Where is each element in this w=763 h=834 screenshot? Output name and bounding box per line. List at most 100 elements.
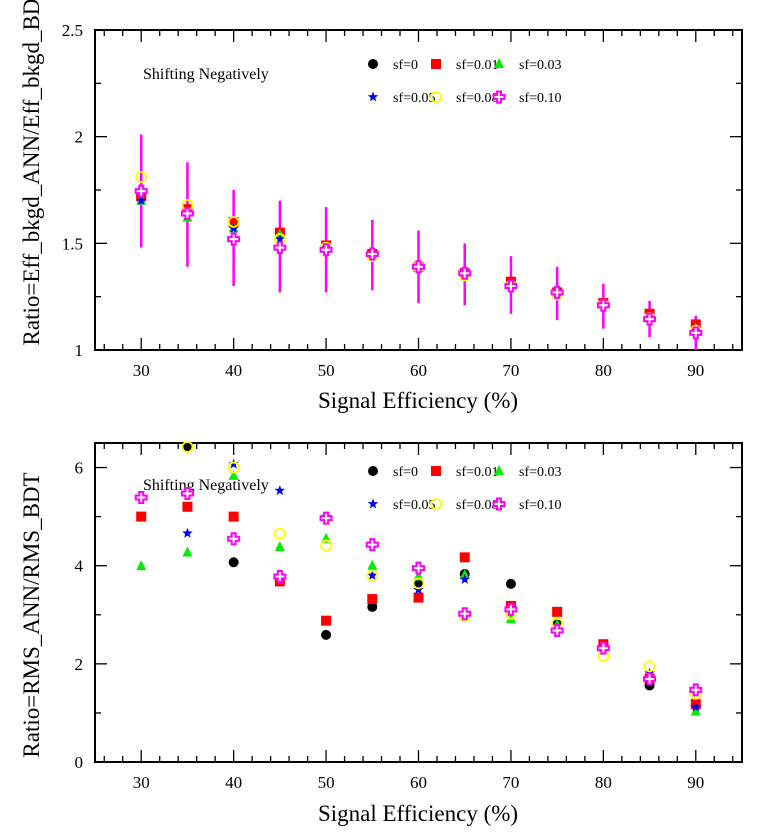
star-marker — [690, 701, 701, 712]
top-x-axis-label: Signal Efficiency (%) — [318, 388, 518, 413]
data-point — [273, 241, 287, 255]
data-point — [227, 232, 241, 246]
star-marker — [367, 498, 379, 509]
data-point — [412, 561, 425, 575]
triangle-marker — [182, 546, 193, 557]
legend-marker — [368, 59, 378, 69]
open-cross-marker — [643, 312, 657, 326]
data-point — [458, 266, 472, 280]
open-cross-marker — [365, 247, 379, 261]
star-marker — [367, 91, 379, 102]
x-tick-label: 70 — [502, 773, 519, 792]
open-cross-marker — [227, 532, 241, 546]
data-point — [689, 683, 703, 697]
open-circle-marker — [227, 216, 240, 228]
data-point — [596, 298, 610, 312]
square-marker — [413, 592, 424, 603]
star-marker — [274, 233, 286, 244]
legend-marker — [430, 498, 442, 510]
legend-label: sf=0 — [393, 465, 418, 480]
triangle-marker — [228, 469, 239, 480]
open-circle-marker — [227, 461, 240, 474]
legend-marker — [431, 466, 441, 476]
open-cross-marker — [689, 326, 703, 340]
data-point — [228, 469, 239, 480]
square-marker — [136, 511, 147, 522]
open-cross-marker — [319, 511, 333, 525]
circle-marker — [367, 601, 378, 612]
square-marker — [431, 466, 441, 476]
data-point — [228, 511, 239, 522]
top-annotation: Shifting Negatively — [143, 66, 269, 83]
data-point — [413, 578, 424, 589]
data-point — [136, 511, 147, 522]
star-marker — [459, 573, 470, 584]
triangle-marker — [413, 570, 424, 581]
open-cross-marker — [273, 241, 287, 255]
open-cross-marker — [550, 623, 564, 637]
x-tick-label: 90 — [687, 361, 704, 380]
data-point — [643, 312, 657, 326]
legend-marker — [430, 91, 442, 103]
data-point — [182, 441, 193, 452]
top-y-axis-label: Ratio=Eff_bkgd_ANN/Eff_bkgd_BDT — [19, 0, 44, 345]
open-circle-marker — [430, 91, 442, 103]
triangle-marker — [690, 705, 701, 716]
data-point — [459, 552, 470, 563]
series-sf-0-01 — [136, 501, 701, 710]
series-sf-0-10 — [134, 487, 703, 697]
square-marker — [367, 594, 378, 605]
data-point — [134, 184, 148, 198]
triangle-marker — [274, 541, 285, 552]
data-point — [365, 247, 379, 261]
open-cross-marker — [643, 672, 657, 686]
data-point — [643, 672, 657, 686]
data-point — [366, 570, 379, 582]
data-point — [321, 629, 332, 640]
x-tick-label: 30 — [133, 361, 150, 380]
square-marker — [459, 552, 470, 563]
data-point — [182, 546, 193, 557]
data-point — [413, 592, 424, 603]
x-tick-label: 70 — [502, 361, 519, 380]
open-cross-marker — [134, 490, 148, 504]
x-tick-label: 30 — [133, 773, 150, 792]
open-cross-marker — [227, 232, 241, 246]
legend-label: sf=0.01 — [456, 465, 499, 480]
open-cross-marker — [492, 90, 506, 104]
data-point — [274, 233, 286, 244]
open-cross-marker — [180, 206, 194, 220]
star-marker — [136, 195, 147, 206]
y-tick-label: 2 — [75, 655, 84, 674]
bottom-panel-rms-ratio: Shifting Negatively Signal Efficiency (%… — [19, 441, 743, 826]
x-tick-label: 90 — [687, 773, 704, 792]
y-tick-label: 1.5 — [62, 234, 83, 253]
data-point — [550, 623, 564, 637]
open-cross-marker — [365, 538, 379, 552]
data-point — [227, 216, 240, 228]
data-point — [228, 217, 239, 227]
data-point — [412, 577, 425, 590]
data-point — [367, 601, 378, 612]
triangle-marker — [136, 560, 147, 571]
data-point — [690, 705, 701, 716]
data-point — [367, 594, 378, 605]
data-point — [273, 527, 286, 540]
legend-label: sf=0.08 — [456, 498, 499, 513]
data-point — [180, 206, 194, 220]
data-point — [643, 660, 656, 673]
legend-marker — [367, 498, 379, 509]
data-point — [274, 485, 286, 496]
data-point — [319, 243, 333, 257]
triangle-marker — [494, 58, 504, 68]
open-cross-marker — [550, 285, 564, 299]
data-point — [504, 279, 518, 293]
open-cross-marker — [412, 561, 425, 575]
triangle-marker — [321, 532, 332, 543]
legend-label: sf=0 — [393, 58, 418, 73]
y-tick-label: 4 — [75, 557, 84, 576]
data-point — [552, 606, 563, 617]
series-sf-0-08 — [181, 441, 702, 700]
